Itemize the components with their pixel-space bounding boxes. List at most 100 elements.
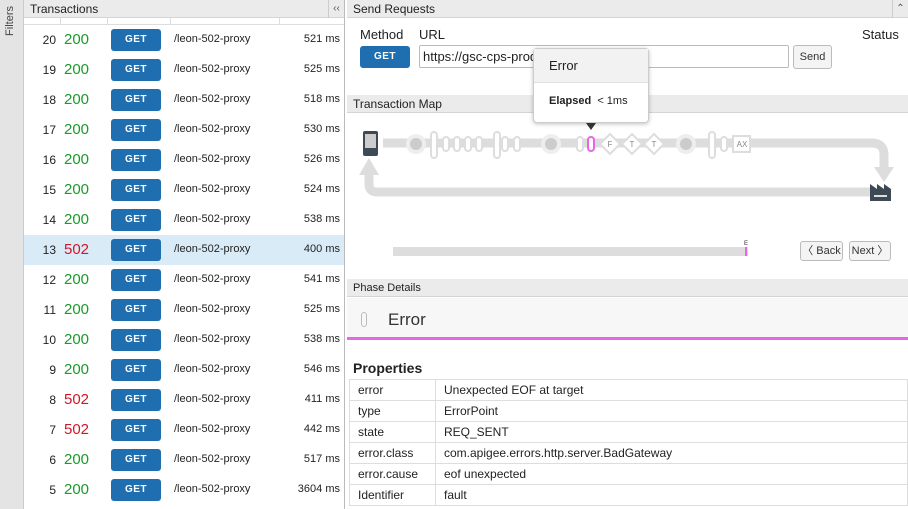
response-time: 525 ms [303,303,340,315]
tooltip-elapsed-label: Elapsed [549,95,592,107]
method-badge: GET [111,179,161,201]
status-label: Status [862,27,899,42]
method-badge: GET [111,209,161,231]
properties-table: error Unexpected EOF at target type ErrorPo… [349,379,908,506]
policy-node [442,136,450,152]
policy-node [513,136,521,152]
method-badge: GET [111,239,161,261]
policy-node [453,136,461,152]
transaction-row[interactable]: 19 200 GET /leon-502-proxy 525 ms [24,55,344,85]
tooltip-elapsed-value: < 1ms [597,95,628,107]
response-time: 530 ms [303,123,340,135]
request-path: /leon-502-proxy [174,333,251,345]
property-key: error.cause [349,463,436,485]
transaction-number: 13 [42,243,56,257]
right-panel: Send Requests ⌃ Method URL Status GET Sen… [347,0,908,509]
phase-name: Error [388,310,426,329]
next-button[interactable]: Next 〉 [849,241,891,261]
method-badge: GET [111,449,161,471]
status-code: 200 [64,61,90,78]
property-row: Identifier fault [349,484,908,506]
request-path: /leon-502-proxy [174,123,251,135]
policy-node [464,136,472,152]
response-time: 541 ms [303,273,340,285]
transaction-number: 12 [42,273,56,287]
transaction-row[interactable]: 16 200 GET /leon-502-proxy 526 ms [24,145,344,175]
transaction-row[interactable]: 20 200 GET /leon-502-proxy 521 ms [24,25,344,55]
transactions-title: Transactions [30,2,99,16]
transaction-number: 8 [49,393,56,407]
transaction-map: F T T AX E [359,131,894,256]
transaction-row[interactable]: 8 502 GET /leon-502-proxy 411 ms [24,385,344,415]
transaction-number: 6 [49,453,56,467]
error-node-selected [587,136,595,152]
method-badge: GET [111,119,161,141]
request-path: /leon-502-proxy [174,453,251,465]
transaction-row[interactable]: 5 200 GET /leon-502-proxy 3604 ms [24,475,344,505]
policy-node [430,131,438,159]
request-path: /leon-502-proxy [174,483,251,495]
transaction-row[interactable]: 15 200 GET /leon-502-proxy 524 ms [24,175,344,205]
transaction-row[interactable]: 10 200 GET /leon-502-proxy 538 ms [24,325,344,355]
transaction-number: 11 [43,303,56,317]
timeline-error-marker [745,247,747,256]
property-value: com.apigee.errors.http.server.BadGateway [435,442,908,464]
transaction-row[interactable]: 18 200 GET /leon-502-proxy 518 ms [24,85,344,115]
request-path: /leon-502-proxy [174,273,251,285]
property-key: error.class [349,442,436,464]
status-code: 200 [64,451,90,468]
down-arrow-icon [874,167,894,182]
transaction-number: 20 [42,33,56,47]
status-code: 200 [64,361,90,378]
method-badge: GET [111,299,161,321]
transactions-panel: Transactions ‹‹ 20 200 GET /leon-502-prox… [24,0,345,509]
send-button[interactable]: Send [793,45,832,69]
response-time: 411 ms [304,393,340,405]
request-flow-line [383,138,889,170]
policy-node [720,136,728,152]
policy-icon [361,312,367,327]
transaction-row[interactable]: 9 200 GET /leon-502-proxy 546 ms [24,355,344,385]
transaction-row[interactable]: 13 502 GET /leon-502-proxy 400 ms [24,235,344,265]
status-code: 200 [64,151,90,168]
response-time: 400 ms [303,243,340,255]
status-code: 200 [64,31,90,48]
transaction-row[interactable]: 14 200 GET /leon-502-proxy 538 ms [24,205,344,235]
transaction-map-title: Transaction Map [353,97,442,111]
filters-sidebar[interactable]: Filters [0,0,24,509]
send-requests-header: Send Requests ⌃ [347,0,908,18]
transaction-row[interactable]: 6 200 GET /leon-502-proxy 517 ms [24,445,344,475]
back-button[interactable]: 〈 Back [800,241,843,261]
property-row: error.class com.apigee.errors.http.server… [349,442,908,464]
property-key: error [349,379,436,401]
response-time: 525 ms [303,63,340,75]
transaction-number: 10 [42,333,56,347]
property-key: Identifier [349,484,436,506]
flow-node-label: T [652,140,657,149]
transaction-row[interactable]: 17 200 GET /leon-502-proxy 530 ms [24,115,344,145]
response-time: 517 ms [303,453,340,465]
flow-node-label: F [608,140,613,149]
method-label: Method [360,27,404,42]
method-badge: GET [111,29,161,51]
transaction-row[interactable]: 7 502 GET /leon-502-proxy 442 ms [24,415,344,445]
request-path: /leon-502-proxy [174,423,251,435]
column-headers [24,18,344,25]
policy-node [576,136,584,152]
transaction-number: 14 [42,213,56,227]
status-code: 200 [64,181,90,198]
status-code: 502 [64,241,90,258]
method-select[interactable]: GET [360,46,410,68]
property-key: type [349,400,436,422]
collapse-button[interactable]: ‹‹ [328,0,344,18]
phase-details-header: Phase Details [347,279,908,297]
transaction-number: 19 [42,63,56,77]
request-path: /leon-502-proxy [174,363,251,375]
transaction-row[interactable]: 11 200 GET /leon-502-proxy 525 ms [24,295,344,325]
property-value: REQ_SENT [435,421,908,443]
transactions-header: Transactions ‹‹ [24,0,344,18]
policy-node [708,131,716,159]
transaction-row[interactable]: 12 200 GET /leon-502-proxy 541 ms [24,265,344,295]
transaction-number: 17 [42,123,56,137]
collapse-send-button[interactable]: ⌃ [892,0,908,18]
